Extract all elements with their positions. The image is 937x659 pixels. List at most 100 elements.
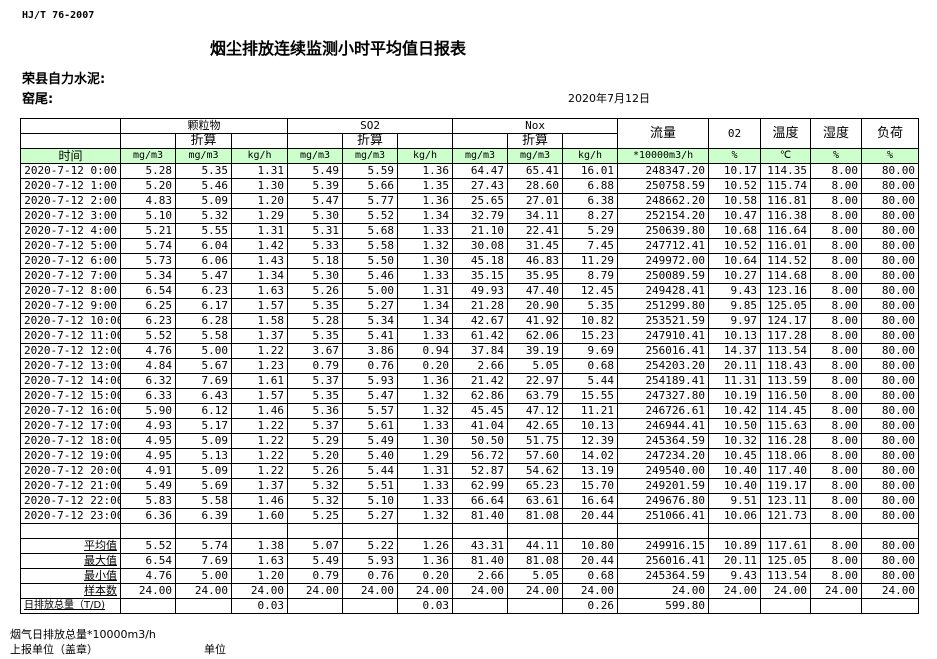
table-row: 2020-7-12 14:00 6.32 7.69 1.61 5.37 5.93 1.36 2…: [20, 373, 920, 389]
value-cell: 5.51: [342, 478, 399, 494]
value-cell: 62.86: [452, 388, 509, 404]
value-cell: 9.43: [708, 283, 762, 299]
value-cell: 5.74: [120, 238, 176, 254]
value-cell: 1.57: [230, 298, 289, 314]
stats-value: [452, 598, 509, 614]
value-cell: 20.90: [507, 298, 564, 314]
value-cell: 8.00: [810, 418, 863, 434]
group-nox: Nox: [452, 118, 619, 134]
value-cell: 1.22: [230, 433, 289, 449]
value-cell: 80.00: [861, 433, 920, 449]
value-cell: 10.47: [708, 208, 762, 224]
stats-value: 0.76: [342, 568, 399, 584]
value-cell: 251299.80: [617, 298, 710, 314]
stats-value: 24.00: [230, 583, 289, 599]
value-cell: 8.00: [810, 433, 863, 449]
value-cell: 16.64: [562, 493, 619, 509]
value-cell: 5.00: [342, 283, 399, 299]
value-cell: 0.68: [562, 358, 619, 374]
value-cell: 80.00: [861, 193, 920, 209]
stats-value: 1.20: [230, 568, 289, 584]
value-cell: 1.34: [397, 208, 454, 224]
value-cell: 52.87: [452, 463, 509, 479]
value-cell: 6.04: [175, 238, 232, 254]
value-cell: 5.28: [287, 313, 344, 329]
value-cell: 5.57: [342, 403, 399, 419]
stats-value: 2.66: [452, 568, 509, 584]
value-cell: 115.74: [760, 178, 812, 194]
value-cell: 80.00: [861, 178, 920, 194]
stats-value: 24.00: [342, 583, 399, 599]
value-cell: 62.06: [507, 328, 564, 344]
value-cell: 80.00: [861, 493, 920, 509]
value-cell: 80.00: [861, 373, 920, 389]
value-cell: 5.50: [342, 253, 399, 269]
time-cell: 2020-7-12 2:00: [20, 193, 121, 209]
value-cell: 5.25: [287, 508, 344, 524]
value-cell: 113.54: [760, 343, 812, 359]
value-cell: 251066.41: [617, 508, 710, 524]
value-cell: 1.30: [397, 253, 454, 269]
value-cell: 4.83: [120, 193, 176, 209]
stats-value: 24.00: [760, 583, 812, 599]
table-row: 2020-7-12 16:00 5.90 6.12 1.46 5.36 5.57 1.32 4…: [20, 403, 920, 419]
value-cell: 10.27: [708, 268, 762, 284]
value-cell: 1.30: [397, 433, 454, 449]
stats-value: 24.00: [397, 583, 454, 599]
value-cell: 5.20: [287, 448, 344, 464]
time-cell: 2020-7-12 23:00: [20, 508, 121, 524]
value-cell: 116.50: [760, 388, 812, 404]
value-cell: 5.37: [287, 373, 344, 389]
value-cell: 5.09: [175, 463, 232, 479]
value-cell: 4.91: [120, 463, 176, 479]
value-cell: 1.34: [230, 268, 289, 284]
value-cell: 121.73: [760, 508, 812, 524]
value-cell: 51.75: [507, 433, 564, 449]
value-cell: 80.00: [861, 298, 920, 314]
value-cell: 6.39: [175, 508, 232, 524]
value-cell: 247712.41: [617, 238, 710, 254]
value-cell: 3.86: [342, 343, 399, 359]
stats-value: 80.00: [861, 568, 920, 584]
value-cell: 22.97: [507, 373, 564, 389]
value-cell: 5.35: [287, 388, 344, 404]
table-row: 2020-7-12 22:00 5.83 5.58 1.46 5.32 5.10 1.33 6…: [20, 493, 920, 509]
value-cell: 80.00: [861, 343, 920, 359]
value-cell: 13.19: [562, 463, 619, 479]
value-cell: 5.68: [342, 223, 399, 239]
value-cell: 5.52: [120, 328, 176, 344]
time-cell: 2020-7-12 3:00: [20, 208, 121, 224]
value-cell: 116.28: [760, 433, 812, 449]
table-row: 2020-7-12 12:00 4.76 5.00 1.22 3.67 3.86 0.94 3…: [20, 343, 920, 359]
value-cell: 256016.41: [617, 343, 710, 359]
time-cell: 2020-7-12 19:00: [20, 448, 121, 464]
value-cell: 1.32: [397, 403, 454, 419]
table-row: 2020-7-12 15:00 6.33 6.43 1.57 5.35 5.47 1.32 6…: [20, 388, 920, 404]
value-cell: 27.01: [507, 193, 564, 209]
value-cell: 42.67: [452, 313, 509, 329]
value-cell: 80.00: [861, 238, 920, 254]
value-cell: 5.59: [342, 163, 399, 179]
value-cell: 5.30: [287, 268, 344, 284]
stats-value: [175, 598, 232, 614]
time-cell: 2020-7-12 16:00: [20, 403, 121, 419]
value-cell: 80.00: [861, 163, 920, 179]
value-cell: 10.40: [708, 478, 762, 494]
value-cell: 8.00: [810, 178, 863, 194]
time-cell: 2020-7-12 14:00: [20, 373, 121, 389]
unit-cell: kg/h: [562, 148, 619, 164]
stats-row: 最大值 6.54 7.69 1.63 5.49 5.93 1.36 81.40 81.08 20.…: [20, 553, 920, 569]
time-cell: 2020-7-12 18:00: [20, 433, 121, 449]
time-cell: 2020-7-12 15:00: [20, 388, 121, 404]
value-cell: 10.06: [708, 508, 762, 524]
blank-row: [20, 523, 920, 539]
value-cell: 8.00: [810, 373, 863, 389]
value-cell: 1.36: [397, 163, 454, 179]
value-cell: 5.00: [175, 343, 232, 359]
table-row: 2020-7-12 4:00 5.21 5.55 1.31 5.31 5.68 1.33 21…: [20, 223, 920, 239]
value-cell: 11.21: [562, 403, 619, 419]
stats-value: 5.07: [287, 538, 344, 554]
stats-value: 24.00: [120, 583, 176, 599]
value-cell: 5.21: [120, 223, 176, 239]
unit-cell: kg/h: [230, 148, 289, 164]
